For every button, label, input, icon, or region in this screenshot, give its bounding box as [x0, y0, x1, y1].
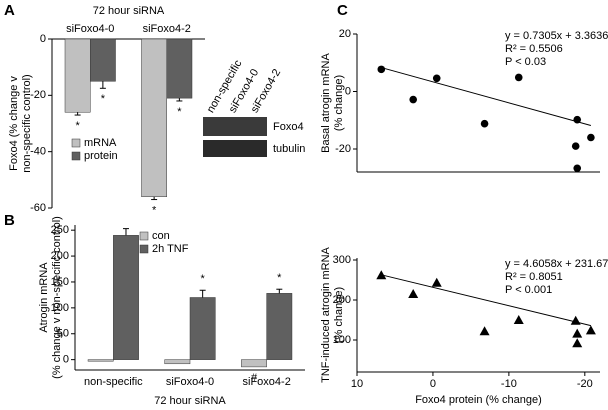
y-tick-label: -20: [30, 89, 46, 101]
annotation: R² = 0.8051: [505, 271, 563, 283]
point: [587, 133, 595, 142]
bar: [141, 38, 168, 197]
bar: [164, 359, 191, 365]
point: [409, 95, 417, 104]
y-axis-label: Basal atrogin mRNA: [320, 53, 332, 153]
y-axis-label: (% change): [333, 287, 345, 343]
significance-marker: *: [101, 93, 106, 105]
category-label: siFoxo4-2: [143, 23, 191, 35]
point: [514, 73, 523, 82]
trendline: [381, 67, 592, 126]
point: [479, 326, 490, 336]
x-axis-label: Foxo4 protein (% change): [415, 394, 542, 406]
category-label: non-specific: [84, 376, 143, 388]
y-tick-label: 200: [333, 294, 351, 306]
bar: [64, 38, 91, 113]
y-axis-label: TNF-induced atrogin mRNA: [320, 246, 332, 382]
y-tick-label: -20: [335, 143, 351, 155]
legend-swatch: [71, 151, 81, 161]
bar: [87, 359, 114, 362]
panel-label: A: [4, 2, 15, 19]
x-axis-label: 72 hour siRNA: [154, 395, 226, 407]
point: [377, 65, 386, 74]
y-tick-label: 0: [345, 85, 351, 97]
point: [571, 142, 580, 150]
significance-marker: *: [152, 204, 157, 216]
point: [572, 328, 583, 338]
x-tick-label: -20: [577, 378, 593, 390]
y-tick-label: 0: [63, 354, 69, 366]
y-tick-label: 0: [40, 33, 46, 45]
point: [480, 119, 489, 128]
point: [376, 270, 387, 280]
category-label: siFoxo4-0: [166, 376, 214, 388]
y-axis-label: Foxo4 (% change v: [8, 76, 20, 171]
annotation: P < 0.03: [505, 56, 546, 68]
significance-marker: *: [277, 272, 282, 284]
y-tick-label: 250: [51, 224, 69, 236]
bar: [266, 293, 293, 360]
x-tick-label: -10: [501, 378, 517, 390]
y-tick-label: -40: [30, 146, 46, 158]
legend-swatch: [139, 231, 149, 241]
legend-swatch: [139, 244, 149, 254]
y-axis-label: non-specific control): [21, 74, 33, 172]
annotation: P < 0.001: [505, 284, 552, 296]
y-tick-label: 100: [333, 334, 351, 346]
y-tick-label: 300: [333, 254, 351, 266]
y-tick-label: -60: [30, 202, 46, 214]
point: [513, 315, 524, 324]
point: [572, 338, 583, 348]
point: [432, 74, 441, 83]
annotation: R² = 0.5506: [505, 43, 563, 55]
bar: [166, 38, 193, 99]
point: [408, 289, 419, 298]
y-tick-label: 50: [57, 328, 69, 340]
x-tick-label: 0: [430, 378, 436, 390]
significance-marker: *: [75, 120, 80, 132]
point: [585, 325, 596, 335]
bar: [113, 235, 139, 360]
significance-marker: *: [201, 273, 206, 285]
legend-swatch: [71, 138, 81, 148]
point: [573, 115, 582, 124]
y-axis-label: (% change): [333, 75, 345, 131]
blot-band: [203, 140, 267, 157]
annotation: y = 0.7305x + 3.3636: [505, 30, 608, 42]
x-tick-label: 10: [351, 378, 363, 390]
y-tick-label: 150: [51, 276, 69, 288]
panel-label: C: [337, 2, 348, 19]
trendline: [381, 274, 592, 327]
blot-row-label: Foxo4: [273, 121, 304, 133]
bar: [241, 359, 267, 368]
bar: [189, 297, 216, 360]
legend-label: con: [152, 230, 170, 242]
significance-marker: *: [177, 106, 182, 118]
point: [431, 277, 442, 287]
category-label: siFoxo4-0: [66, 23, 114, 35]
blot-row-label: tubulin: [273, 143, 305, 155]
y-tick-label: 100: [51, 302, 69, 314]
chart-title: 72 hour siRNA: [93, 5, 165, 17]
y-axis-label: (% change v non-specific control): [51, 216, 63, 379]
significance-marker: #: [251, 372, 258, 384]
annotation: y = 4.6058x + 231.67: [505, 258, 608, 270]
legend-label: 2h TNF: [152, 243, 189, 255]
point: [570, 315, 581, 325]
point: [573, 164, 582, 173]
category-label: siFoxo4-2: [243, 376, 291, 388]
y-tick-label: 20: [339, 28, 351, 40]
y-axis-label: Atrogin mRNA: [38, 262, 50, 333]
panel-label: B: [4, 212, 15, 229]
y-tick-label: 200: [51, 250, 69, 262]
legend-label: mRNA: [84, 137, 117, 149]
bar: [90, 38, 116, 82]
legend-label: protein: [84, 150, 118, 162]
blot-band: [203, 117, 267, 136]
